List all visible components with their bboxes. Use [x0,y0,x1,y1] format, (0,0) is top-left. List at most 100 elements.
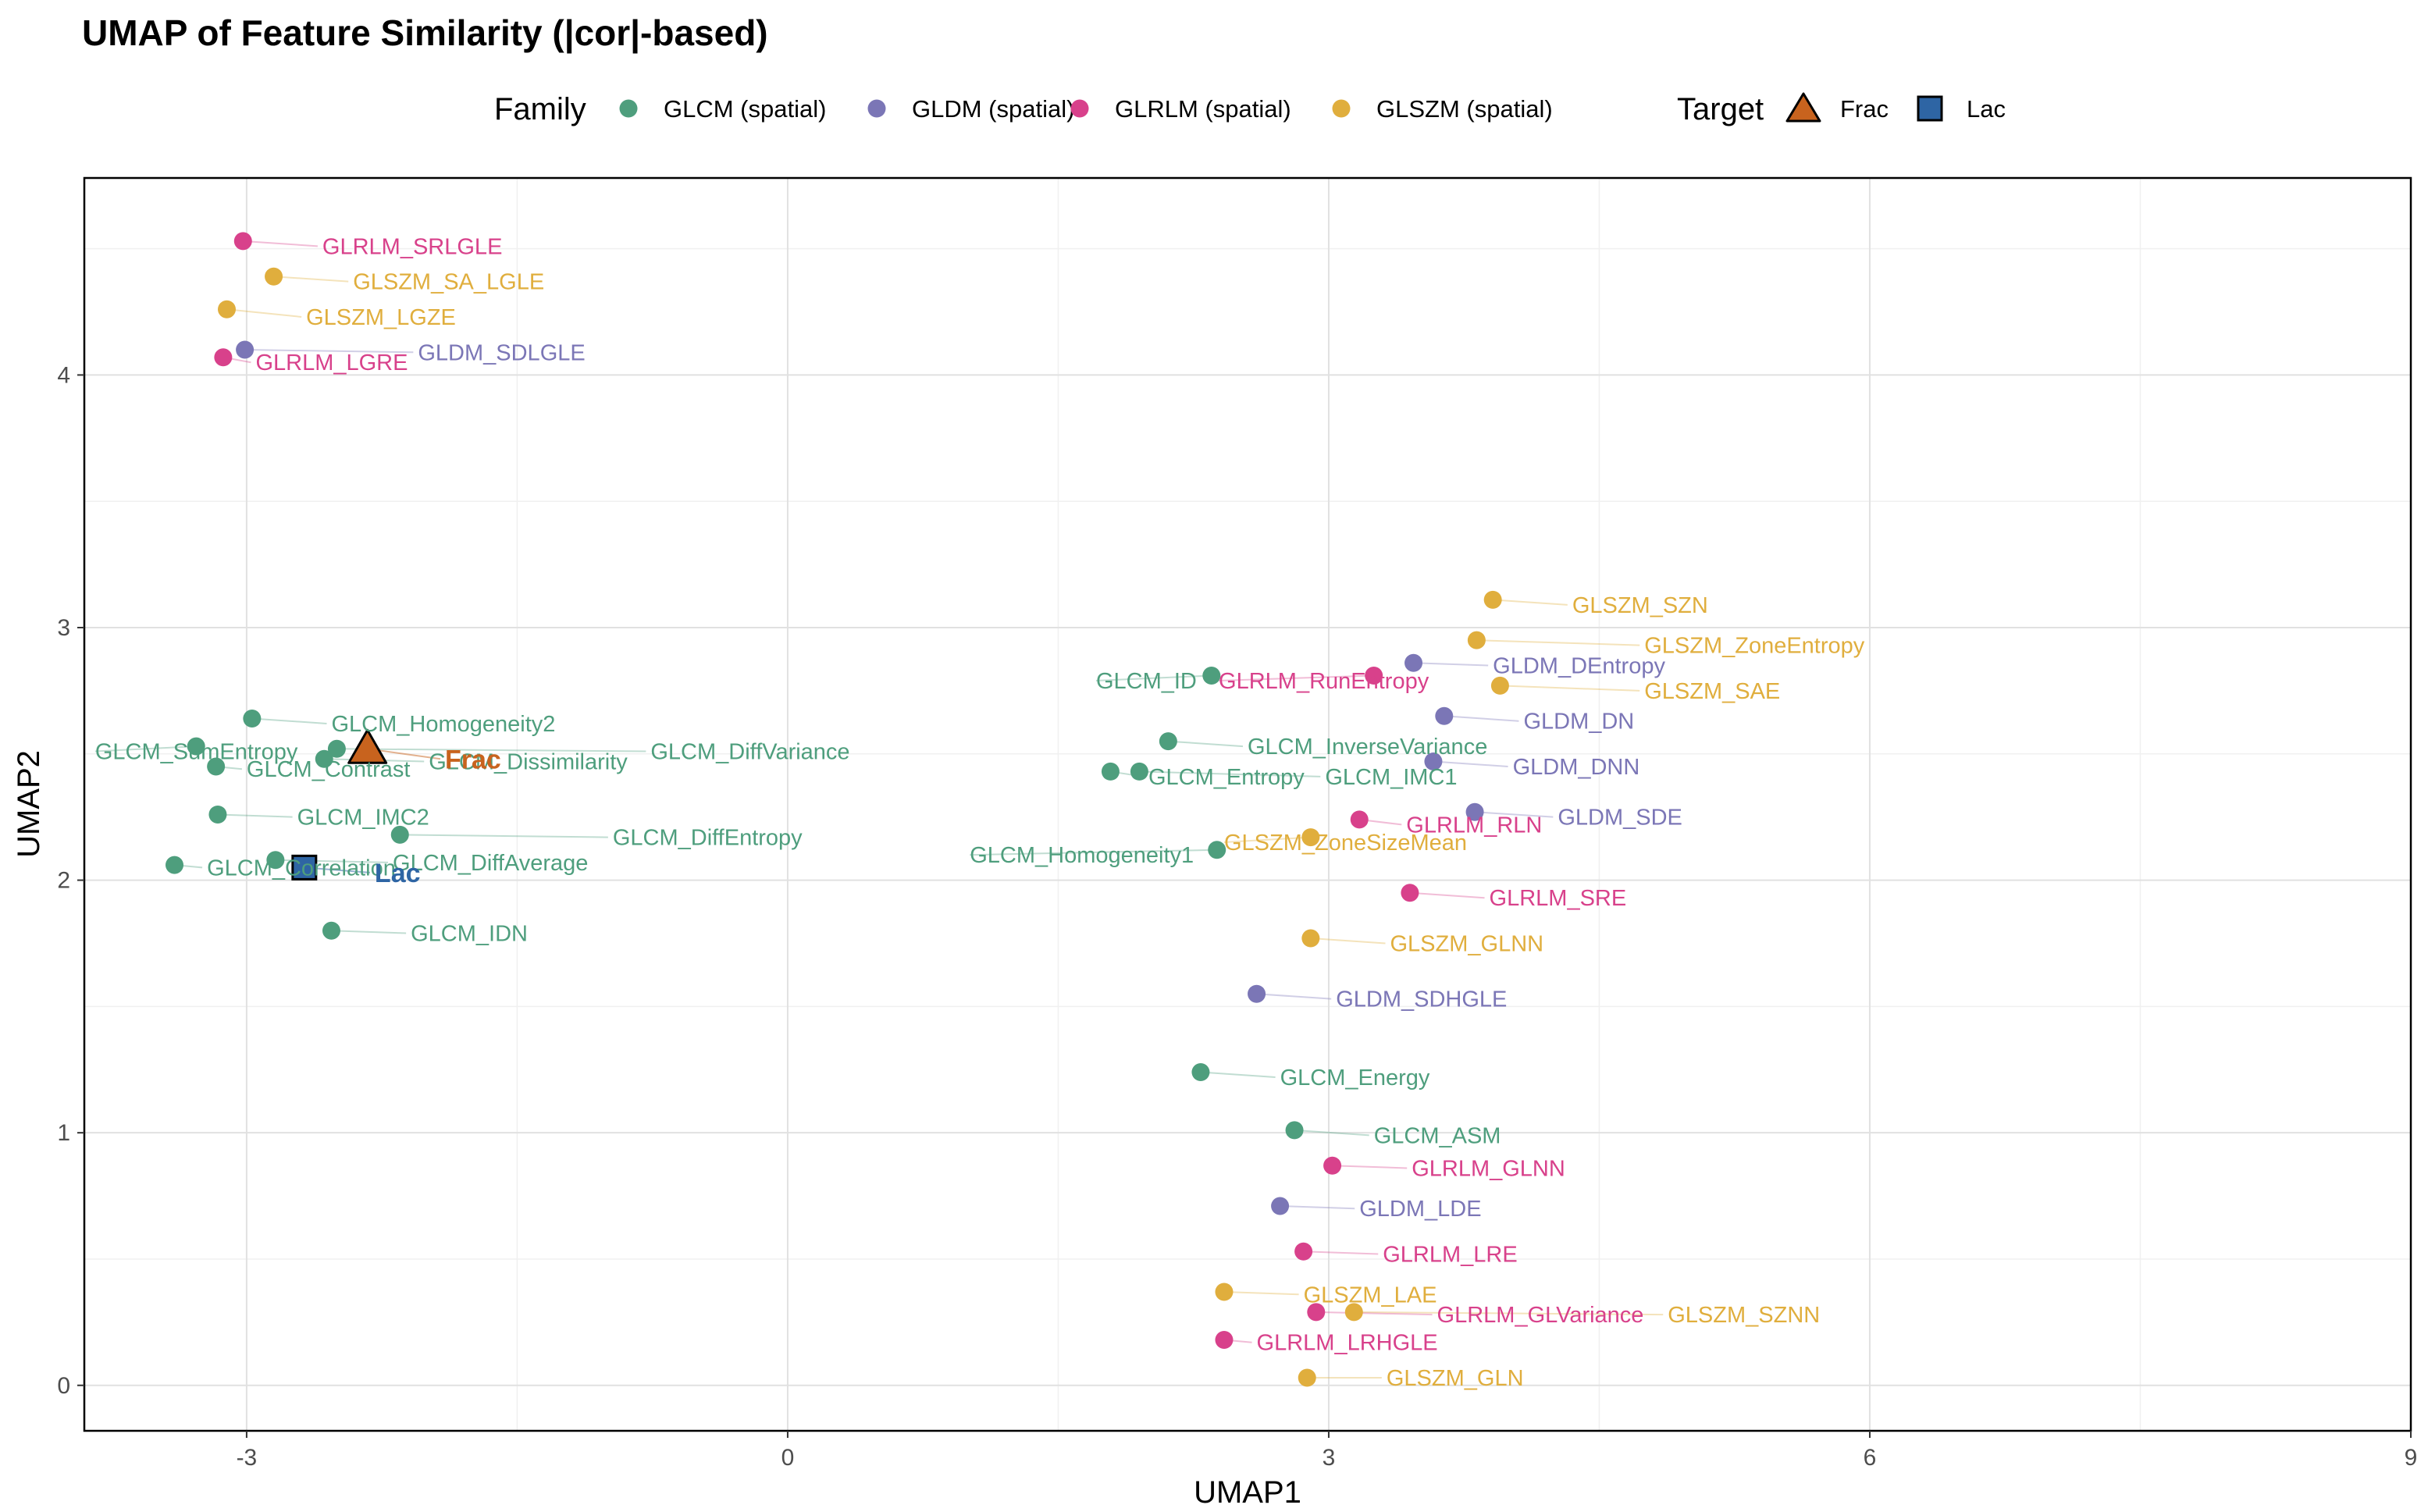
label-gldm-sdlgle: GLDM_SDLGLE [418,340,585,365]
connector-glcm-asm [1294,1129,1369,1137]
connector-glrlm-glvariance [1315,1311,1433,1316]
label-gldm-dentropy: GLDM_DEntropy [1493,654,1665,679]
legend-label-glcm: GLCM (spatial) [664,95,826,123]
y-tick-label: 4 [57,362,70,388]
point-glcm-dissimilarity [315,749,333,768]
point-glrlm-lre [1294,1242,1313,1261]
y-axis-title: UMAP2 [12,750,46,858]
x-axis-title: UMAP1 [1194,1475,1301,1510]
connector-glcm-id [1095,674,1212,681]
point-glcm-diffentropy [390,825,409,844]
point-gldm-sdlgle [236,340,255,359]
point-glszm-lae [1215,1283,1234,1301]
legend-key-lac [1917,95,1943,122]
label-glcm-idn: GLCM_IDN [411,922,528,947]
connector-gldm-sde [1475,811,1554,818]
connector-glrlm-glnn [1332,1165,1408,1169]
label-glszm-sae: GLSZM_SAE [1644,679,1780,704]
point-glszm-sae [1490,676,1509,695]
point-glrlm-glnn [1323,1156,1342,1175]
point-glcm-contrast [207,757,226,776]
label-glcm-diffaverage: GLCM_DiffAverage [393,851,588,876]
label-glcm-entropy: GLCM_Entropy [1148,765,1305,790]
connector-glcm-idn [331,930,407,934]
connector-glszm-sa-lgle [273,276,349,283]
label-glcm-homogeneity1: GLCM_Homogeneity1 [970,843,1194,868]
point-glrlm-rln [1350,810,1369,829]
label-glcm-inversevariance: GLCM_InverseVariance [1248,735,1487,760]
label-glcm-correlation: GLCM_Correlation [207,856,396,881]
point-glcm-imc2 [208,805,227,824]
label-gldm-sdhgle: GLDM_SDHGLE [1336,987,1507,1012]
connector-glszm-sznn [1354,1311,1664,1316]
label-gldm-sde: GLDM_SDE [1558,806,1682,831]
point-glcm-correlation [166,856,184,874]
point-glrlm-runentropy [1365,666,1383,685]
y-tick-label: 2 [57,868,70,894]
label-glrlm-runentropy: GLRLM_RunEntropy [1219,669,1429,694]
plot-panel: GLRLM_SRLGLE GLSZM_SA_LGLE GLSZM_LGZE GLDM_… [83,176,2412,1432]
label-glrlm-lrhgle: GLRLM_LRHGLE [1257,1331,1438,1356]
point-glcm-diffvariance [327,739,346,758]
label-gldm-dn: GLDM_DN [1523,710,1634,735]
y-axis-ticks: 0 1 2 3 4 [57,362,84,1399]
connector-glrlm-srlgle [243,240,318,247]
point-gldm-sdhgle [1248,984,1266,1003]
connector-gldm-sdhgle [1256,993,1332,1000]
point-glcm-energy [1191,1063,1210,1082]
legend-label-gldm: GLDM (spatial) [912,95,1074,123]
point-glszm-gln [1298,1368,1316,1387]
point-glcm-entropy [1101,762,1120,781]
connector-glrlm-sre [1409,891,1485,899]
y-tick-label: 3 [57,615,70,641]
label-glcm-sumentropy: GLCM_SumEntropy [95,740,298,765]
point-glszm-lgze [217,300,236,318]
point-glszm-glnn [1301,929,1320,948]
connector-gldm-dn [1444,715,1519,722]
x-tick-label: 9 [2405,1445,2418,1471]
x-tick-label: 6 [1864,1445,1877,1471]
point-labels-layer: GLRLM_SRLGLE GLSZM_SA_LGLE GLSZM_LGZE GLDM_… [95,234,1865,1391]
grid-major [84,178,2412,1431]
connector-glszm-sae [1500,685,1640,692]
label-glszm-glnn: GLSZM_GLNN [1390,931,1543,956]
connector-gldm-sdlgle [244,349,414,354]
point-glrlm-glvariance [1307,1303,1326,1322]
legend-family-title: Family [494,92,586,126]
point-glszm-szn [1483,590,1502,609]
point-glcm-inversevariance [1159,732,1177,751]
y-tick-label: 0 [57,1373,70,1399]
label-glszm-zonesizemean: GLSZM_ZoneSizeMean [1224,831,1467,856]
label-glszm-sa-lgle: GLSZM_SA_LGLE [353,270,544,295]
label-glrlm-rln: GLRLM_RLN [1406,813,1542,838]
label-glrlm-sre: GLRLM_SRE [1490,886,1627,911]
points-layer [166,232,1509,1387]
connector-glszm-lae [1223,1291,1299,1296]
label-glrlm-srlgle: GLRLM_SRLGLE [322,234,503,259]
label-glcm-energy: GLCM_Energy [1280,1066,1430,1090]
label-glcm-diffentropy: GLCM_DiffEntropy [613,826,803,851]
connector-glszm-szn [1493,599,1568,606]
legend-label-glrlm: GLRLM (spatial) [1115,95,1291,123]
connector-glrlm-runentropy [1219,674,1374,681]
chart-title: UMAP of Feature Similarity (|cor|-based) [82,12,768,53]
x-tick-label: 3 [1323,1445,1336,1471]
target-marker-lac [291,854,318,881]
legend-label-frac: Frac [1840,95,1889,123]
label-gldm-lde: GLDM_LDE [1359,1197,1481,1222]
target-label-lac: Lac [375,859,421,888]
point-glrlm-lgre [214,348,233,367]
connector-glcm-homogeneity2 [251,717,327,724]
point-glcm-homogeneity1 [1208,841,1226,859]
point-glrlm-lrhgle [1215,1331,1234,1350]
point-glrlm-sre [1401,884,1419,902]
label-gldm-dnn: GLDM_DNN [1513,755,1640,780]
label-glcm-contrast: GLCM_Contrast [247,757,411,782]
label-glszm-lgze: GLSZM_LGZE [306,305,456,330]
label-glrlm-lgre: GLRLM_LGRE [255,350,408,375]
legend-key-frac [1785,92,1821,123]
point-glcm-imc1 [1130,762,1148,781]
connector-gldm-lde [1280,1205,1355,1210]
point-glszm-sa-lgle [265,267,283,286]
